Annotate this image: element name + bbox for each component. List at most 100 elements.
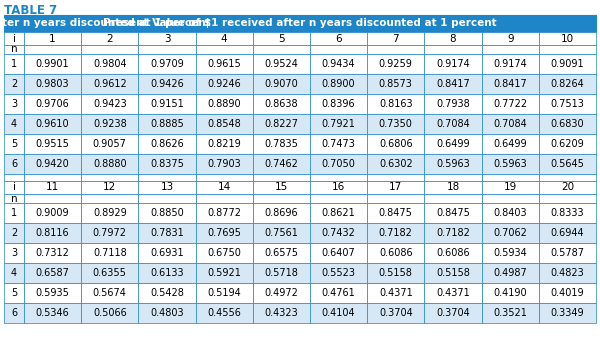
Text: 0.8929: 0.8929 xyxy=(93,208,127,218)
Bar xyxy=(367,45,424,54)
Text: 0.7695: 0.7695 xyxy=(207,228,241,238)
Bar xyxy=(367,114,424,134)
Text: 0.8626: 0.8626 xyxy=(150,139,184,149)
Text: 0.9615: 0.9615 xyxy=(208,59,241,69)
Text: 3: 3 xyxy=(11,248,17,258)
Bar xyxy=(539,223,596,243)
Text: 0.6209: 0.6209 xyxy=(551,139,584,149)
Bar xyxy=(310,223,367,243)
Bar xyxy=(4,32,24,45)
Text: 18: 18 xyxy=(446,183,460,192)
Text: 0.6355: 0.6355 xyxy=(93,268,127,278)
Bar xyxy=(4,283,24,303)
Text: 0.4104: 0.4104 xyxy=(322,308,355,318)
Text: 4: 4 xyxy=(11,268,17,278)
Text: 11: 11 xyxy=(46,183,59,192)
Bar xyxy=(139,45,196,54)
Text: 0.6931: 0.6931 xyxy=(150,248,184,258)
Text: 19: 19 xyxy=(503,183,517,192)
Bar xyxy=(139,303,196,323)
Bar xyxy=(4,203,24,223)
Bar xyxy=(310,15,367,32)
Bar xyxy=(253,194,310,203)
Bar xyxy=(4,174,24,181)
Text: 0.9174: 0.9174 xyxy=(493,59,527,69)
Bar xyxy=(424,181,482,194)
Text: Present Value of $1 received after n years discounted at 1 percent: Present Value of $1 received after n yea… xyxy=(103,18,497,29)
Text: 0.7182: 0.7182 xyxy=(379,228,413,238)
Bar xyxy=(81,54,139,74)
Bar xyxy=(424,154,482,174)
Bar xyxy=(253,54,310,74)
Bar xyxy=(4,114,24,134)
Text: 0.7722: 0.7722 xyxy=(493,99,527,109)
Text: 14: 14 xyxy=(218,183,231,192)
Bar xyxy=(539,154,596,174)
Bar xyxy=(24,174,81,181)
Bar xyxy=(196,15,253,32)
Text: 0.6302: 0.6302 xyxy=(379,159,413,169)
Bar xyxy=(482,45,539,54)
Bar xyxy=(24,32,81,45)
Text: 5: 5 xyxy=(278,34,285,43)
Text: 0.5066: 0.5066 xyxy=(93,308,127,318)
Text: 0.9246: 0.9246 xyxy=(208,79,241,89)
Text: 0.8638: 0.8638 xyxy=(265,99,298,109)
Text: 0.7903: 0.7903 xyxy=(208,159,241,169)
Text: 0.9524: 0.9524 xyxy=(265,59,298,69)
Text: 0.8163: 0.8163 xyxy=(379,99,413,109)
Bar xyxy=(139,203,196,223)
Bar xyxy=(482,74,539,94)
Bar xyxy=(482,94,539,114)
Text: 0.4190: 0.4190 xyxy=(493,288,527,298)
Text: 0.9174: 0.9174 xyxy=(436,59,470,69)
Text: 0.8396: 0.8396 xyxy=(322,99,355,109)
Text: 0.8375: 0.8375 xyxy=(150,159,184,169)
Bar xyxy=(4,263,24,283)
Text: 1: 1 xyxy=(49,34,56,43)
Bar xyxy=(24,181,81,194)
Bar xyxy=(539,74,596,94)
Text: 0.5346: 0.5346 xyxy=(36,308,70,318)
Bar xyxy=(482,243,539,263)
Text: 0.8219: 0.8219 xyxy=(208,139,241,149)
Text: 0.8850: 0.8850 xyxy=(150,208,184,218)
Text: 4: 4 xyxy=(11,119,17,129)
Bar xyxy=(196,74,253,94)
Text: 0.4803: 0.4803 xyxy=(150,308,184,318)
Text: 0.9423: 0.9423 xyxy=(93,99,127,109)
Bar xyxy=(139,223,196,243)
Text: 0.7462: 0.7462 xyxy=(265,159,298,169)
Bar xyxy=(539,134,596,154)
Text: 15: 15 xyxy=(275,183,288,192)
Bar xyxy=(310,154,367,174)
Bar xyxy=(196,223,253,243)
Bar xyxy=(196,283,253,303)
Text: 3: 3 xyxy=(11,99,17,109)
Text: 0.9151: 0.9151 xyxy=(150,99,184,109)
Bar xyxy=(4,154,24,174)
Bar xyxy=(310,134,367,154)
Bar xyxy=(253,114,310,134)
Text: 0.9259: 0.9259 xyxy=(379,59,413,69)
Bar xyxy=(81,223,139,243)
Bar xyxy=(139,94,196,114)
Text: 0.8900: 0.8900 xyxy=(322,79,355,89)
Text: 10: 10 xyxy=(561,34,574,43)
Bar xyxy=(482,263,539,283)
Bar xyxy=(81,134,139,154)
Bar xyxy=(367,32,424,45)
Text: 0.7473: 0.7473 xyxy=(322,139,356,149)
Bar xyxy=(310,243,367,263)
Text: i: i xyxy=(13,183,16,192)
Text: 0.6407: 0.6407 xyxy=(322,248,355,258)
Bar xyxy=(424,303,482,323)
Text: 5: 5 xyxy=(11,139,17,149)
Bar xyxy=(482,114,539,134)
Text: 7: 7 xyxy=(392,34,399,43)
Bar xyxy=(4,303,24,323)
Text: 0.6806: 0.6806 xyxy=(379,139,413,149)
Text: 0.9804: 0.9804 xyxy=(93,59,127,69)
Text: 0.5194: 0.5194 xyxy=(208,288,241,298)
Bar xyxy=(310,283,367,303)
